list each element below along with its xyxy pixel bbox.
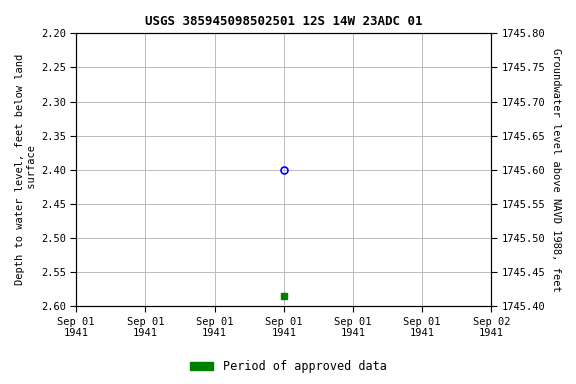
Title: USGS 385945098502501 12S 14W 23ADC 01: USGS 385945098502501 12S 14W 23ADC 01 <box>145 15 422 28</box>
Legend: Period of approved data: Period of approved data <box>185 356 391 378</box>
Y-axis label: Groundwater level above NAVD 1988, feet: Groundwater level above NAVD 1988, feet <box>551 48 561 292</box>
Y-axis label: Depth to water level, feet below land
 surface: Depth to water level, feet below land su… <box>15 54 37 285</box>
